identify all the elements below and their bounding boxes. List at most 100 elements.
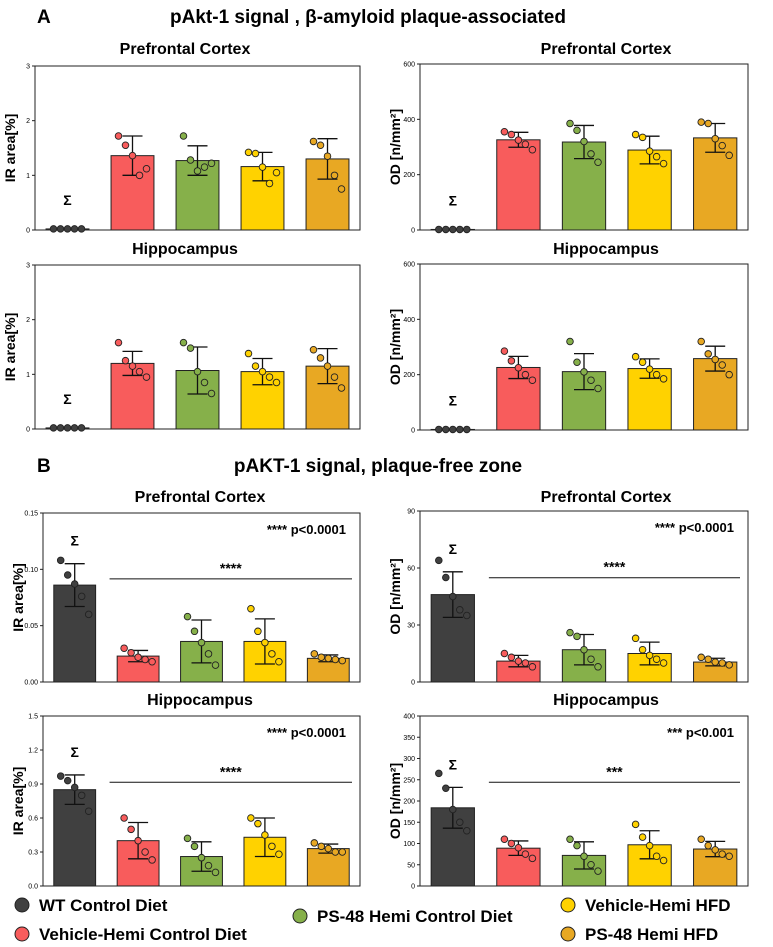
legend-marker (14, 897, 30, 913)
data-point (704, 841, 712, 850)
sigma-symbol: Σ (449, 392, 457, 408)
data-point (141, 848, 149, 856)
y-tick-label: 2 (26, 317, 30, 324)
data-point (331, 848, 340, 856)
data-point (697, 118, 705, 126)
y-tick-label: 400 (403, 714, 415, 721)
data-point (134, 836, 142, 845)
data-point (514, 844, 523, 852)
y-tick-label: 600 (403, 62, 415, 69)
data-point (121, 356, 130, 365)
data-point (521, 140, 530, 148)
y-tick-label: 50 (407, 862, 415, 869)
data-point (330, 171, 339, 180)
data-point (652, 852, 661, 861)
data-point (442, 573, 450, 582)
data-point (659, 659, 668, 667)
data-point (309, 137, 318, 146)
data-point (573, 841, 581, 850)
data-point (594, 867, 602, 875)
significance-stars: **** (604, 559, 626, 575)
y-tick-label: 3 (26, 64, 30, 71)
data-point (331, 655, 340, 664)
data-point (63, 776, 72, 785)
sigma-symbol: Σ (63, 391, 71, 407)
data-point (587, 861, 595, 869)
panel-title: Prefrontal Cortex (135, 489, 266, 506)
data-point (659, 159, 668, 168)
data-point (500, 649, 509, 658)
data-point (594, 663, 602, 671)
data-point (456, 606, 464, 614)
data-point (211, 868, 220, 877)
data-point (442, 225, 450, 234)
data-point (463, 827, 471, 835)
data-point (638, 133, 647, 142)
data-point (449, 592, 457, 601)
panel-title: Hippocampus (553, 692, 659, 709)
panel-title: Prefrontal Cortex (120, 41, 251, 58)
data-point (310, 839, 319, 847)
data-point (500, 835, 509, 844)
data-point (204, 861, 213, 870)
data-point (56, 556, 65, 565)
data-point (186, 156, 195, 164)
data-point (323, 152, 332, 160)
panel-title: Hippocampus (132, 241, 238, 258)
data-point (594, 384, 602, 393)
data-point (594, 158, 602, 166)
y-tick-label: 0 (411, 428, 415, 435)
data-point (587, 150, 595, 158)
data-point (70, 783, 79, 792)
y-tick-label: 300 (403, 756, 415, 763)
data-point (63, 571, 72, 579)
data-point (309, 345, 318, 354)
y-axis-label: OD [n/mm²] (387, 763, 403, 839)
data-point (49, 225, 58, 233)
data-point (725, 852, 733, 861)
data-point (631, 820, 640, 829)
data-point (211, 661, 220, 669)
y-tick-label: 600 (403, 262, 415, 269)
data-point (500, 128, 509, 136)
significance-stars: **** (220, 560, 242, 576)
data-point (652, 370, 661, 379)
data-point (580, 645, 588, 654)
data-point (317, 653, 326, 661)
data-point (56, 772, 65, 780)
legend-marker (14, 926, 30, 942)
data-point (254, 819, 262, 828)
data-point (566, 835, 574, 844)
data-point (275, 657, 283, 666)
data-point (697, 337, 705, 346)
y-tick-label: 90 (407, 509, 415, 516)
data-point (251, 362, 260, 370)
data-point (704, 119, 712, 128)
data-point (272, 378, 281, 387)
data-point (528, 854, 537, 863)
data-point (207, 389, 216, 398)
data-point (244, 349, 253, 358)
data-point (704, 655, 712, 663)
data-point (652, 655, 661, 663)
data-point (449, 425, 457, 434)
data-point (244, 148, 253, 157)
data-point (718, 361, 726, 369)
legend-marker (560, 897, 576, 913)
data-point (638, 833, 647, 841)
data-point (70, 580, 79, 588)
data-point (261, 831, 269, 839)
data-point (528, 146, 537, 154)
data-point (316, 141, 325, 150)
data-point (193, 167, 202, 175)
data-point (142, 373, 151, 381)
data-point (652, 152, 661, 161)
data-point (142, 165, 151, 173)
y-tick-label: 0.6 (28, 816, 38, 823)
y-tick-label: 200 (403, 172, 415, 179)
y-tick-label: 0 (411, 884, 415, 891)
y-axis-label: IR area[%] (10, 563, 26, 631)
chart-panel: Prefrontal Cortex 0.00 0.05 0.10 0.15 IR area… (10, 489, 361, 687)
sigma-symbol: Σ (449, 192, 457, 208)
data-point (265, 179, 274, 188)
